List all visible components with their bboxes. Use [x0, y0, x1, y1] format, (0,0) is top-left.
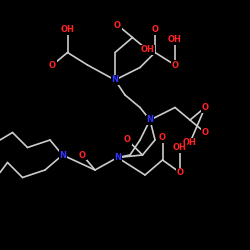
Text: N: N [112, 76, 118, 84]
Text: O: O [49, 60, 56, 70]
Text: O: O [124, 136, 131, 144]
Text: N: N [146, 116, 154, 124]
Text: O: O [202, 128, 208, 137]
Text: OH: OH [183, 138, 197, 147]
Text: O: O [114, 20, 121, 30]
Text: OH: OH [168, 36, 182, 44]
Text: N: N [114, 153, 121, 162]
Text: O: O [172, 60, 178, 70]
Text: O: O [202, 103, 208, 112]
Text: OH: OH [173, 143, 187, 152]
Text: O: O [176, 168, 184, 177]
Text: OH: OH [60, 26, 74, 35]
Text: N: N [59, 150, 66, 160]
Text: O: O [79, 150, 86, 160]
Text: OH: OH [140, 46, 154, 54]
Text: O: O [159, 133, 166, 142]
Text: O: O [152, 26, 158, 35]
